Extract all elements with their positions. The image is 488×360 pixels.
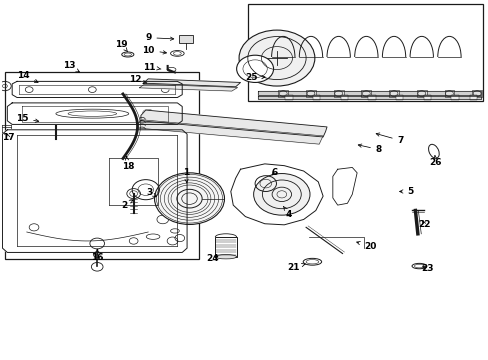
Polygon shape — [12, 81, 182, 98]
Text: 4: 4 — [283, 207, 292, 219]
Polygon shape — [230, 164, 323, 225]
Bar — [340, 95, 347, 100]
Text: 20: 20 — [356, 242, 376, 251]
Text: 3: 3 — [146, 188, 156, 197]
Bar — [469, 95, 476, 100]
Text: 25: 25 — [244, 73, 264, 82]
Text: 10: 10 — [142, 46, 166, 55]
Text: 15: 15 — [16, 114, 39, 123]
Polygon shape — [257, 91, 480, 95]
Bar — [471, 90, 481, 97]
Bar — [5, 72, 199, 259]
Bar — [395, 95, 403, 100]
Bar — [305, 90, 315, 97]
Bar — [179, 35, 193, 42]
Text: 16: 16 — [91, 249, 103, 262]
Polygon shape — [257, 96, 480, 99]
Bar — [278, 90, 287, 97]
Polygon shape — [2, 130, 187, 252]
Text: 6: 6 — [271, 168, 277, 177]
Text: 24: 24 — [205, 255, 218, 264]
Polygon shape — [137, 120, 323, 144]
Text: 23: 23 — [421, 264, 433, 273]
Bar — [215, 237, 236, 257]
Bar — [285, 95, 292, 100]
Ellipse shape — [215, 255, 236, 259]
Text: 12: 12 — [128, 75, 146, 84]
Text: 2: 2 — [121, 200, 133, 210]
Bar — [450, 95, 458, 100]
Bar — [247, 4, 483, 101]
Polygon shape — [141, 110, 326, 137]
Polygon shape — [7, 103, 182, 125]
Polygon shape — [139, 84, 237, 91]
Text: 9: 9 — [145, 33, 173, 42]
Bar — [367, 95, 375, 100]
Text: 8: 8 — [358, 144, 381, 154]
Circle shape — [154, 173, 224, 225]
Bar — [333, 90, 343, 97]
Text: 13: 13 — [62, 62, 79, 72]
Text: 26: 26 — [428, 156, 441, 167]
Text: 7: 7 — [375, 133, 403, 145]
Text: 18: 18 — [122, 157, 134, 171]
Bar — [444, 90, 453, 97]
Text: 19: 19 — [115, 40, 127, 52]
Bar — [423, 95, 430, 100]
Circle shape — [236, 55, 273, 82]
Polygon shape — [332, 167, 356, 205]
Text: 5: 5 — [399, 187, 413, 196]
Bar — [361, 90, 370, 97]
Text: 14: 14 — [17, 71, 38, 82]
Bar — [416, 90, 426, 97]
Text: 21: 21 — [287, 263, 305, 272]
Text: 11: 11 — [142, 63, 161, 72]
Bar — [312, 95, 320, 100]
Text: 1: 1 — [183, 168, 189, 183]
Text: 17: 17 — [2, 133, 15, 142]
Circle shape — [253, 174, 309, 215]
Text: 22: 22 — [417, 220, 429, 229]
Bar — [388, 90, 398, 97]
Polygon shape — [143, 79, 240, 87]
Circle shape — [239, 30, 314, 86]
